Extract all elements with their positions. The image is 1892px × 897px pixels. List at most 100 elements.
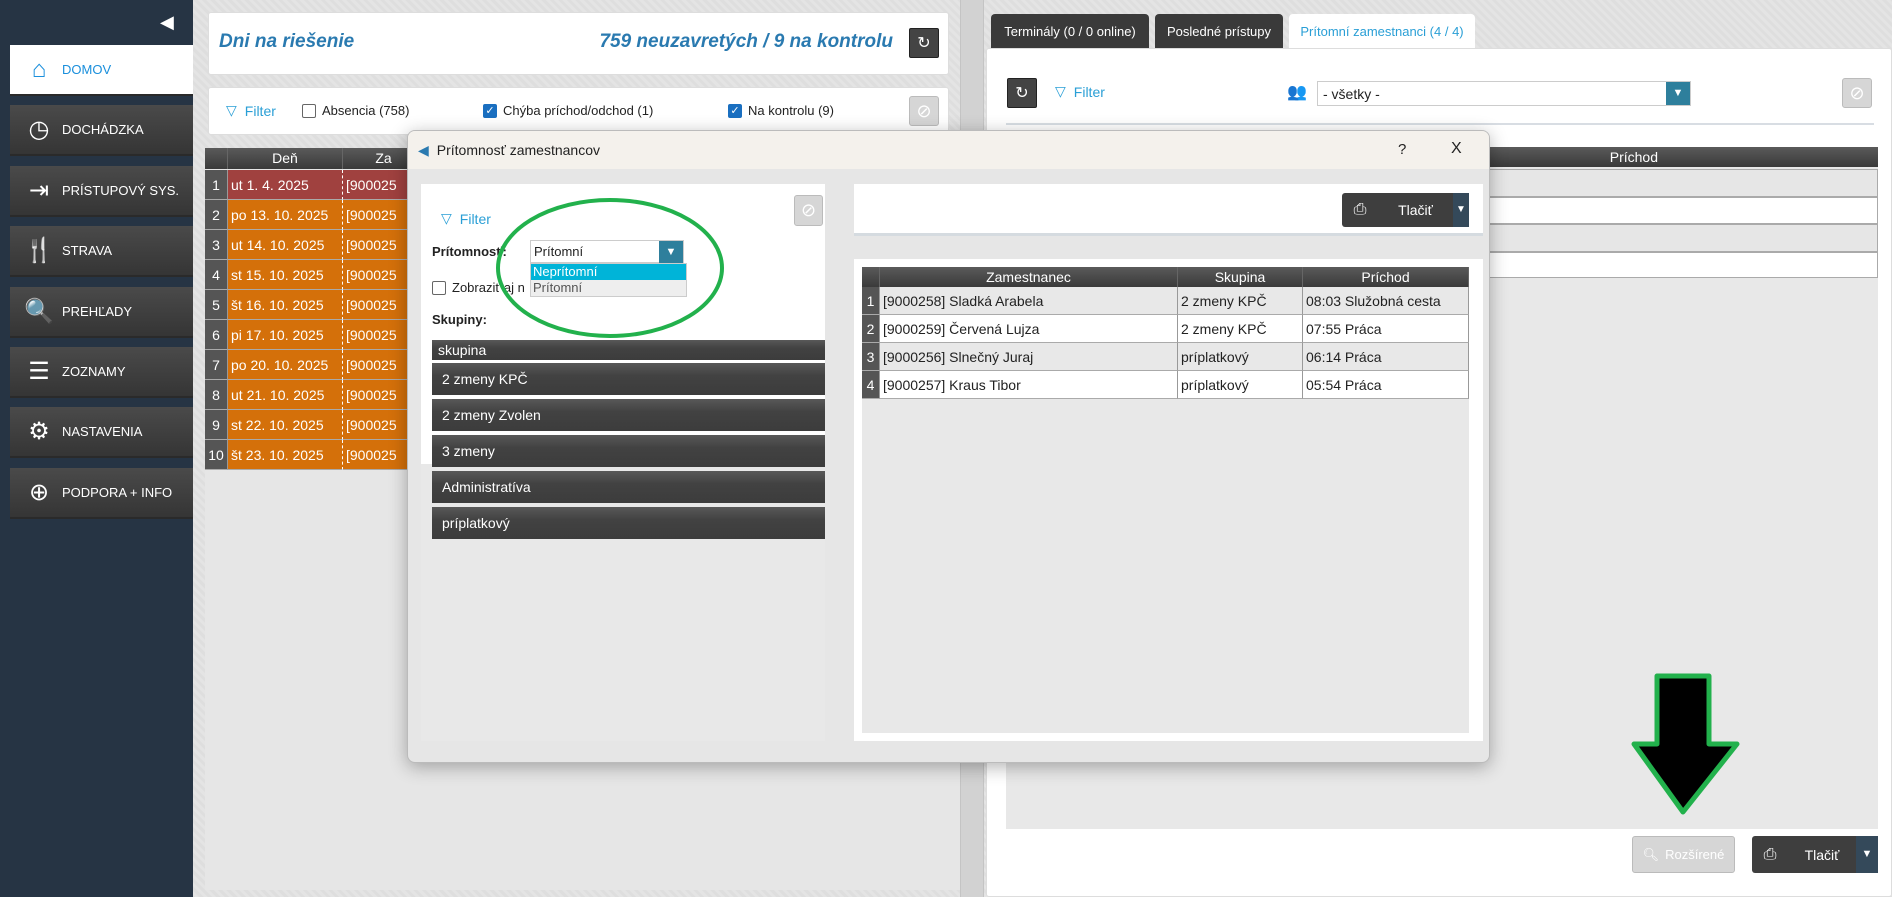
presence-dropdown-list: Neprítomní Prítomní: [530, 263, 687, 297]
sidebar-item-0[interactable]: ⌂ DOMOV: [10, 45, 193, 96]
column-header-day[interactable]: Deň: [228, 148, 343, 169]
missing-arrival-label: Chýba príchod/odchod (1): [503, 103, 654, 118]
arrival-cell: 06:14 Práca: [1303, 343, 1469, 371]
filter-icon: ▽: [441, 210, 452, 226]
highlight-ellipse-annotation: [496, 198, 724, 338]
filter-label: Filter: [1073, 83, 1105, 100]
clear-filter-button[interactable]: ⊘: [794, 195, 823, 226]
users-icon: 👥: [1287, 84, 1307, 101]
presence-select[interactable]: Prítomní ▼: [530, 240, 684, 263]
column-header-arrival[interactable]: Príchod: [1609, 149, 1658, 165]
to-review-checkbox[interactable]: ✓ Na kontrolu (9): [728, 103, 834, 118]
presence-dialog: ◀ Prítomnosť zamestnancov ? X ▽ Filter ⊘ …: [407, 130, 1490, 763]
groups-header[interactable]: skupina: [432, 340, 825, 360]
chevron-down-icon[interactable]: ▼: [1856, 836, 1878, 873]
dialog-print-button[interactable]: ⎙ Tlačiť ▼: [1342, 193, 1469, 227]
clock-icon: ◷: [28, 116, 50, 143]
sidebar-item-label: ZOZNAMY: [62, 364, 126, 379]
day-cell: st 15. 10. 2025: [228, 260, 343, 290]
group-select[interactable]: - všetky - ▼: [1317, 81, 1691, 106]
sidebar-item-4[interactable]: 🔍 PREHĽADY: [10, 287, 193, 338]
refresh-button[interactable]: ↻: [1007, 78, 1037, 108]
table-row[interactable]: 1 [9000258] Sladká Arabela 2 zmeny KPČ 08:0…: [862, 287, 1469, 315]
table-row[interactable]: 1 ut 1. 4. 2025 [900025: [205, 170, 425, 200]
table-row[interactable]: 2 po 13. 10. 2025 [900025: [205, 200, 425, 230]
column-header-group[interactable]: Skupina: [1178, 267, 1303, 287]
chevron-down-icon[interactable]: ▼: [1666, 82, 1690, 105]
gear-icon: ⚙: [28, 418, 50, 445]
sidebar-item-label: DOMOV: [62, 62, 112, 77]
absence-checkbox[interactable]: Absencia (758): [302, 103, 409, 118]
group-cell: 2 zmeny KPČ: [1178, 287, 1303, 315]
chevron-down-icon[interactable]: ▼: [659, 240, 683, 263]
group-item[interactable]: 2 zmeny Zvolen: [432, 399, 825, 431]
dialog-filter-button[interactable]: ▽ Filter: [441, 210, 491, 227]
arrival-cell: 05:54 Práca: [1303, 371, 1469, 399]
option-present[interactable]: Prítomní: [533, 280, 583, 295]
clear-filter-button[interactable]: ⊘: [909, 96, 939, 126]
day-cell: st 22. 10. 2025: [228, 410, 343, 440]
home-icon: ⌂: [31, 55, 47, 83]
group-item[interactable]: Administratíva: [432, 471, 825, 503]
table-row[interactable]: 3 [9000256] Slnečný Juraj príplatkový 06:14…: [862, 343, 1469, 371]
dialog-titlebar[interactable]: ◀ Prítomnosť zamestnancov ? X: [408, 131, 1489, 169]
group-item[interactable]: príplatkový: [432, 507, 825, 539]
missing-arrival-checkbox[interactable]: ✓ Chýba príchod/odchod (1): [483, 103, 653, 118]
advanced-label: Rozšírené: [1665, 847, 1725, 862]
help-button[interactable]: ?: [1398, 141, 1407, 158]
table-row[interactable]: 5 št 16. 10. 2025 [900025: [205, 290, 425, 320]
print-button[interactable]: ⎙ Tlačiť ▼: [1752, 836, 1878, 873]
filter-label: Filter: [244, 102, 276, 119]
list-icon: ☰: [28, 358, 50, 385]
print-label: Tlačiť: [1398, 202, 1433, 218]
sidebar-item-1[interactable]: ◷ DOCHÁDZKA: [10, 105, 193, 156]
refresh-button[interactable]: ↻: [909, 28, 939, 58]
filter-label: Filter: [459, 210, 491, 227]
sidebar-item-3[interactable]: 🍴 STRAVA: [10, 226, 193, 277]
table-row[interactable]: 8 ut 21. 10. 2025 [900025: [205, 380, 425, 410]
sidebar-item-6[interactable]: ⚙ NASTAVENIA: [10, 407, 193, 458]
table-row[interactable]: 2 [9000259] Červená Lujza 2 zmeny KPČ 07:55…: [862, 315, 1469, 343]
sidebar-item-label: PODPORA + INFO: [62, 485, 173, 500]
filter-button[interactable]: ▽ Filter: [226, 102, 276, 119]
sidebar-item-7[interactable]: ⊕ PODPORA + INFO: [10, 468, 193, 519]
collapse-sidebar-icon[interactable]: ◀: [160, 12, 174, 32]
chevron-down-icon[interactable]: ▼: [1453, 193, 1469, 227]
tab-terminals[interactable]: Terminály (0 / 0 online): [991, 14, 1149, 48]
groups-label: Skupiny:: [432, 312, 487, 327]
sidebar-item-2[interactable]: ⇥ PRÍSTUPOVÝ SYS.: [10, 166, 193, 217]
row-number: 1: [205, 170, 228, 200]
table-row[interactable]: 6 pi 17. 10. 2025 [900025: [205, 320, 425, 350]
column-header-arrival[interactable]: Príchod: [1303, 267, 1469, 287]
sign-in-icon: ⇥: [28, 177, 50, 204]
table-row[interactable]: 10 št 23. 10. 2025 [900025: [205, 440, 425, 470]
option-absent[interactable]: Neprítomní: [531, 264, 686, 280]
table-row[interactable]: 7 po 20. 10. 2025 [900025: [205, 350, 425, 380]
day-cell: pi 17. 10. 2025: [228, 320, 343, 350]
group-cell: príplatkový: [1178, 371, 1303, 399]
dialog-title: Prítomnosť zamestnancov: [436, 142, 600, 158]
clear-filter-button[interactable]: ⊘: [1842, 78, 1872, 108]
group-cell: príplatkový: [1178, 343, 1303, 371]
filter-button[interactable]: ▽ Filter: [1055, 83, 1105, 100]
column-header-employee[interactable]: Zamestnanec: [880, 267, 1178, 287]
table-row[interactable]: 4 [9000257] Kraus Tibor príplatkový 05:54 P…: [862, 371, 1469, 399]
row-number-header: [862, 267, 880, 287]
group-item[interactable]: 3 zmeny: [432, 435, 825, 467]
to-review-label: Na kontrolu (9): [748, 103, 834, 118]
tab-present-employees[interactable]: Prítomní zamestnanci (4 / 4): [1289, 14, 1475, 48]
day-cell: po 13. 10. 2025: [228, 200, 343, 230]
group-item[interactable]: 2 zmeny KPČ: [432, 363, 825, 395]
group-cell: 2 zmeny KPČ: [1178, 315, 1303, 343]
sidebar-item-5[interactable]: ☰ ZOZNAMY: [10, 347, 193, 398]
close-button[interactable]: X: [1451, 140, 1462, 157]
day-cell: ut 1. 4. 2025: [228, 170, 343, 200]
row-number: 3: [862, 343, 880, 371]
table-row[interactable]: 3 ut 14. 10. 2025 [900025: [205, 230, 425, 260]
row-number: 8: [205, 380, 228, 410]
tab-last-accesses[interactable]: Posledné prístupy: [1155, 14, 1283, 48]
advanced-search-button[interactable]: 🔍︎ Rozšírené: [1632, 836, 1735, 873]
row-number: 2: [862, 315, 880, 343]
